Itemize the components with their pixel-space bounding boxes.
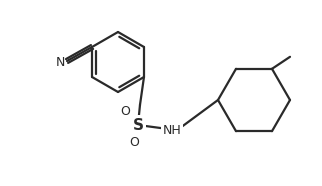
Text: O: O — [120, 105, 130, 118]
Text: O: O — [129, 137, 139, 150]
Text: N: N — [55, 55, 65, 68]
Text: S: S — [132, 118, 144, 132]
Text: NH: NH — [163, 124, 181, 137]
